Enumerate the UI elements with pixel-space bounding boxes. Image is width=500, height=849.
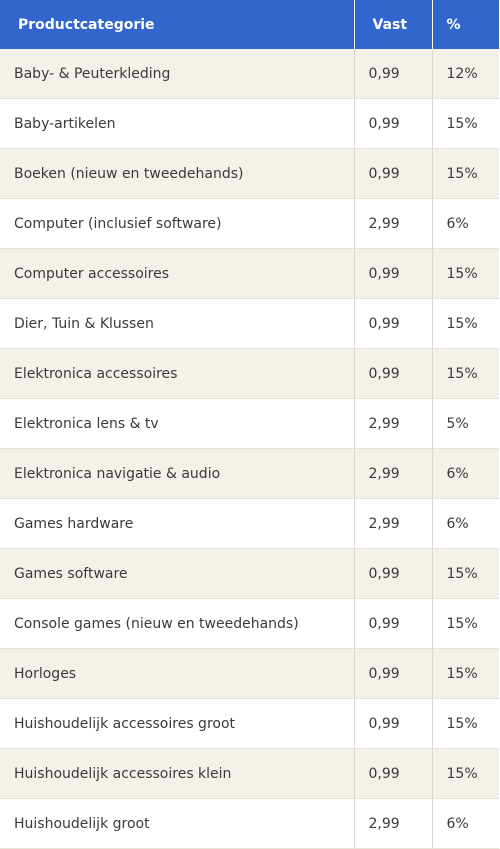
category-cell: Games software bbox=[0, 548, 355, 599]
table-row: Elektronica accessoires 0,99 15% bbox=[0, 348, 499, 399]
table-row: Baby-artikelen 0,99 15% bbox=[0, 98, 499, 149]
category-cell: Console games (nieuw en tweedehands) bbox=[0, 598, 355, 649]
category-cell: Dier, Tuin & Klussen bbox=[0, 298, 355, 349]
category-cell: Baby- & Peuterkleding bbox=[0, 49, 355, 99]
percentage-cell: 15% bbox=[432, 748, 499, 799]
fixed-fee-cell: 2,99 bbox=[354, 198, 433, 249]
header-row: Productcategorie Vast % bbox=[0, 0, 499, 49]
table-row: Dier, Tuin & Klussen 0,99 15% bbox=[0, 298, 499, 349]
table-row: Huishoudelijk accessoires klein 0,99 15% bbox=[0, 748, 499, 799]
fixed-fee-cell: 0,99 bbox=[354, 98, 433, 149]
category-cell: Horloges bbox=[0, 648, 355, 699]
percentage-cell: 15% bbox=[432, 148, 499, 199]
percentage-cell: 15% bbox=[432, 698, 499, 749]
table-body: Baby- & Peuterkleding 0,99 12% Baby-artikel… bbox=[0, 49, 499, 849]
category-cell: Elektronica accessoires bbox=[0, 348, 355, 399]
fixed-fee-cell: 0,99 bbox=[354, 698, 433, 749]
table-row: Huishoudelijk accessoires groot 0,99 15% bbox=[0, 698, 499, 749]
percentage-cell: 6% bbox=[432, 198, 499, 249]
fixed-fee-cell: 0,99 bbox=[354, 648, 433, 699]
fixed-fee-cell: 2,99 bbox=[354, 498, 433, 549]
percentage-cell: 6% bbox=[432, 498, 499, 549]
table-row: Console games (nieuw en tweedehands) 0,99… bbox=[0, 598, 499, 649]
percentage-cell: 15% bbox=[432, 248, 499, 299]
category-cell: Computer accessoires bbox=[0, 248, 355, 299]
fixed-fee-cell: 0,99 bbox=[354, 148, 433, 199]
category-cell: Elektronica lens & tv bbox=[0, 398, 355, 449]
fixed-fee-cell: 2,99 bbox=[354, 398, 433, 449]
category-cell: Games hardware bbox=[0, 498, 355, 549]
percentage-cell: 6% bbox=[432, 798, 499, 849]
fixed-fee-cell: 0,99 bbox=[354, 548, 433, 599]
fixed-fee-cell: 0,99 bbox=[354, 598, 433, 649]
table-row: Games software 0,99 15% bbox=[0, 548, 499, 599]
table-row: Games hardware 2,99 6% bbox=[0, 498, 499, 549]
table-row: Boeken (nieuw en tweedehands) 0,99 15% bbox=[0, 148, 499, 199]
header-vast: Vast bbox=[354, 0, 433, 49]
percentage-cell: 15% bbox=[432, 98, 499, 149]
percentage-cell: 15% bbox=[432, 548, 499, 599]
fixed-fee-cell: 0,99 bbox=[354, 748, 433, 799]
fixed-fee-cell: 0,99 bbox=[354, 248, 433, 299]
percentage-cell: 5% bbox=[432, 398, 499, 449]
category-cell: Boeken (nieuw en tweedehands) bbox=[0, 148, 355, 199]
table-row: Computer accessoires 0,99 15% bbox=[0, 248, 499, 299]
table-row: Computer (inclusief software) 2,99 6% bbox=[0, 198, 499, 249]
category-cell: Elektronica navigatie & audio bbox=[0, 448, 355, 499]
percentage-cell: 15% bbox=[432, 648, 499, 699]
header-productcategorie: Productcategorie bbox=[0, 0, 355, 49]
fixed-fee-cell: 0,99 bbox=[354, 49, 433, 99]
table-row: Elektronica navigatie & audio 2,99 6% bbox=[0, 448, 499, 499]
fixed-fee-cell: 2,99 bbox=[354, 448, 433, 499]
category-cell: Huishoudelijk accessoires groot bbox=[0, 698, 355, 749]
header-percentage: % bbox=[432, 0, 499, 49]
table-row: Horloges 0,99 15% bbox=[0, 648, 499, 699]
percentage-cell: 6% bbox=[432, 448, 499, 499]
fixed-fee-cell: 2,99 bbox=[354, 798, 433, 849]
fixed-fee-cell: 0,99 bbox=[354, 298, 433, 349]
fixed-fee-cell: 0,99 bbox=[354, 348, 433, 399]
category-cell: Huishoudelijk accessoires klein bbox=[0, 748, 355, 799]
category-cell: Computer (inclusief software) bbox=[0, 198, 355, 249]
percentage-cell: 15% bbox=[432, 298, 499, 349]
percentage-cell: 15% bbox=[432, 598, 499, 649]
percentage-cell: 15% bbox=[432, 348, 499, 399]
category-cell: Huishoudelijk groot bbox=[0, 798, 355, 849]
percentage-cell: 12% bbox=[432, 49, 499, 99]
category-cell: Baby-artikelen bbox=[0, 98, 355, 149]
table-row: Huishoudelijk groot 2,99 6% bbox=[0, 798, 499, 849]
table-row: Baby- & Peuterkleding 0,99 12% bbox=[0, 49, 499, 99]
table-row: Elektronica lens & tv 2,99 5% bbox=[0, 398, 499, 449]
table-header: Productcategorie Vast % bbox=[0, 0, 499, 49]
